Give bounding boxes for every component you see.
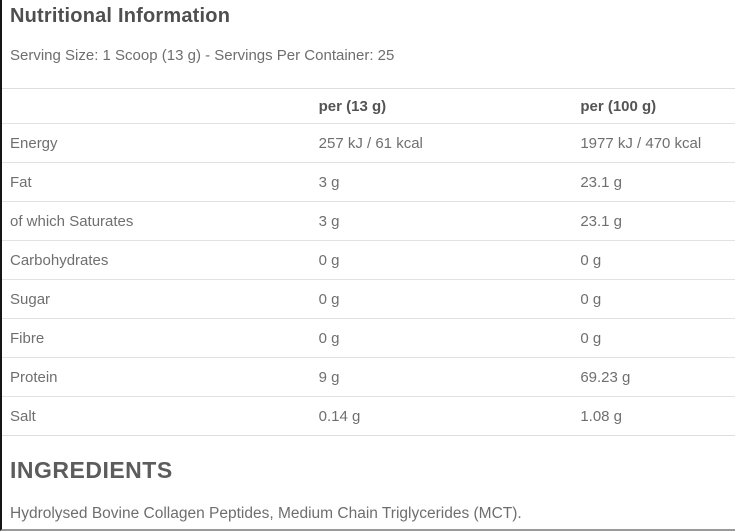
per-serving-value: 0 g	[318, 279, 581, 319]
column-header-blank	[2, 89, 319, 124]
per-serving-value: 3 g	[318, 201, 581, 241]
per-100g-value: 1977 kJ / 470 kcal	[580, 123, 735, 163]
label: Energy	[2, 123, 319, 163]
table-row: Protein 9 g 69.23 g	[2, 357, 735, 397]
per-100g-value: 23.1 g	[580, 201, 735, 241]
ingredients-text: Hydrolysed Bovine Collagen Peptides, Med…	[10, 505, 522, 522]
per-100g-value: 0 g	[580, 240, 735, 280]
per-serving-value: 0 g	[318, 318, 581, 358]
per-100g-value: 1.08 g	[580, 396, 735, 436]
column-header-per-serving: per (13 g)	[318, 97, 387, 115]
per-100g-value: 69.23 g	[580, 357, 735, 397]
nutrition-table: per (13 g) per (100 g) Energy 257 kJ / 61…	[2, 88, 735, 436]
per-100g-value: 23.1 g	[580, 162, 735, 202]
per-100g-value: 0 g	[580, 318, 735, 358]
table-row: Fat 3 g 23.1 g	[2, 162, 735, 202]
label: Fat	[2, 162, 319, 202]
nutrition-table-body: Energy 257 kJ / 61 kcal 1977 kJ / 470 kcal…	[2, 123, 735, 436]
header-row: per (13 g) per (100 g)	[2, 89, 735, 124]
per-serving-value: 9 g	[318, 357, 581, 397]
per-serving-value: 0 g	[318, 240, 581, 280]
label: Protein	[2, 357, 319, 397]
table-row: Energy 257 kJ / 61 kcal 1977 kJ / 470 kcal	[2, 123, 735, 163]
per-serving-value: 3 g	[318, 162, 581, 202]
label: Salt	[2, 396, 319, 436]
nutrition-table-header: per (13 g) per (100 g)	[2, 89, 735, 124]
table-row: Salt 0.14 g 1.08 g	[2, 396, 735, 436]
per-serving-value: 257 kJ / 61 kcal	[318, 123, 581, 163]
label: Sugar	[2, 279, 319, 319]
label: Fibre	[2, 318, 319, 358]
label: of which Saturates	[2, 201, 319, 241]
column-header-per-100g: per (100 g)	[580, 97, 657, 115]
serving-info: Serving Size: 1 Scoop (13 g) - Servings …	[10, 47, 395, 64]
ingredients-heading: INGREDIENTS	[10, 457, 173, 483]
label: Carbohydrates	[2, 240, 319, 280]
page-title: Nutritional Information	[10, 5, 231, 27]
per-serving-value: 0.14 g	[318, 396, 581, 436]
per-100g-value: 0 g	[580, 279, 735, 319]
table-row: of which Saturates 3 g 23.1 g	[2, 201, 735, 241]
